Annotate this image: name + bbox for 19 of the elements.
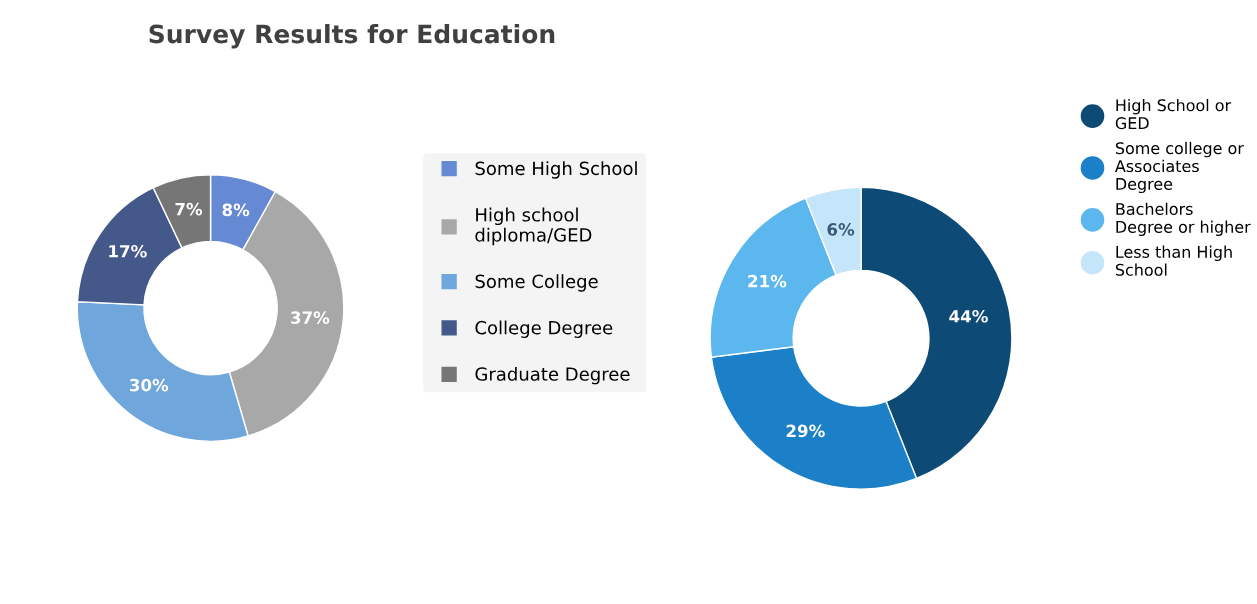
legend-label: Bachelors Degree or higher [1116, 202, 1251, 237]
data-label: 29% [786, 424, 825, 438]
legend-label: High school diploma/GED [475, 207, 592, 246]
data-label: 17% [109, 244, 147, 258]
data-label: 6% [827, 223, 855, 236]
data-label: 21% [748, 274, 787, 288]
legend-label: High School or GED [1115, 98, 1232, 130]
chart-title: Survey Results for Education [149, 24, 555, 49]
legend-label: Some College [475, 274, 598, 292]
data-label: 37% [291, 311, 330, 324]
data-label: 8% [222, 203, 250, 217]
data-label: 7% [175, 202, 203, 216]
legend-label: Some college or Associates Degree [1115, 141, 1244, 194]
legend-label: College Degree [475, 320, 613, 338]
legend-label: Some High School [475, 161, 637, 179]
legend-label: Less than High School [1115, 245, 1232, 276]
legend-label: Graduate Degree [475, 366, 630, 385]
data-label: 44% [949, 309, 988, 323]
data-label: 30% [129, 378, 169, 392]
